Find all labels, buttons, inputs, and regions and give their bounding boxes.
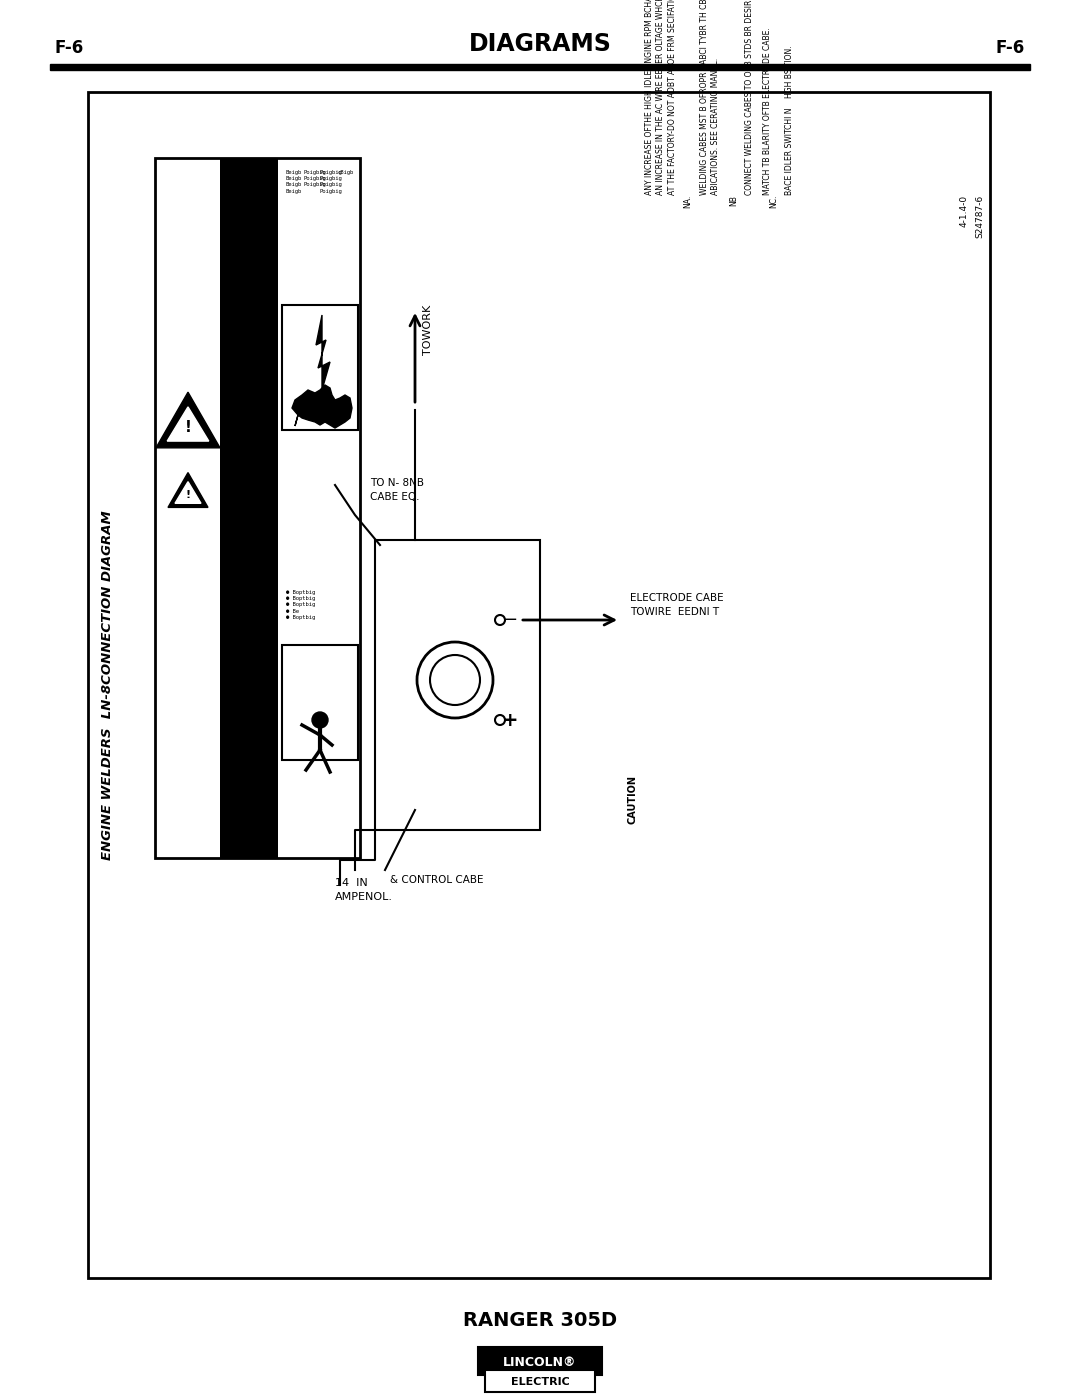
- Bar: [282, 645, 357, 760]
- Text: 14  IN
AMPENOL.: 14 IN AMPENOL.: [335, 879, 393, 901]
- Circle shape: [430, 655, 480, 705]
- Text: NC.: NC.: [769, 196, 778, 208]
- Text: ● Boptbig
● Boptbig
● Boptbig
● Be
● Boptbig: ● Boptbig ● Boptbig ● Boptbig ● Be ● Bop…: [286, 590, 315, 620]
- Text: NA.: NA.: [683, 196, 692, 208]
- Polygon shape: [175, 482, 201, 503]
- Text: S24787-6: S24787-6: [975, 196, 984, 239]
- Text: MATCH TB BLARITY OFTB ELECTRODE CABE.: MATCH TB BLARITY OFTB ELECTRODE CABE.: [762, 28, 772, 196]
- Text: F-6: F-6: [996, 39, 1025, 57]
- Text: Poigbig
Poigbig
Poigbig
Poigbig: Poigbig Poigbig Poigbig Poigbig: [320, 170, 342, 194]
- Bar: [156, 158, 360, 858]
- Text: Poigbig
Poigbig
Poigbig: Poigbig Poigbig Poigbig: [303, 170, 326, 194]
- Polygon shape: [168, 472, 208, 507]
- Circle shape: [495, 715, 505, 725]
- Text: Beigb
Beigb
Beigb
Beigb: Beigb Beigb Beigb Beigb: [286, 170, 302, 194]
- Text: & CONTROL CABE: & CONTROL CABE: [390, 875, 484, 886]
- Text: ENGINE WELDERS  LN-8CONNECTION DIAGRAM: ENGINE WELDERS LN-8CONNECTION DIAGRAM: [102, 510, 114, 859]
- Text: LINCOLN®: LINCOLN®: [503, 1356, 577, 1369]
- Bar: [50, 64, 1030, 70]
- Text: RANGER 305D: RANGER 305D: [463, 1310, 617, 1330]
- Text: +: +: [502, 711, 518, 729]
- Text: BACE IDLER SWITCHI N    HGH BSITION.: BACE IDLER SWITCHI N HGH BSITION.: [785, 45, 794, 196]
- Polygon shape: [292, 386, 352, 427]
- Text: DIAGRAMS: DIAGRAMS: [469, 32, 611, 56]
- Bar: [478, 1347, 602, 1375]
- Text: ELECTRIC: ELECTRIC: [511, 1377, 569, 1387]
- Bar: [220, 158, 278, 858]
- Text: TO N- 8NB
CABE EQ.: TO N- 8NB CABE EQ.: [370, 478, 424, 502]
- Text: !: !: [185, 420, 191, 436]
- Bar: [87, 92, 990, 1278]
- Text: ELECTRODE CABE
TOWIRE  EEDNI T: ELECTRODE CABE TOWIRE EEDNI T: [630, 594, 724, 616]
- Circle shape: [312, 712, 328, 728]
- Polygon shape: [167, 407, 208, 441]
- Text: CONNECT WELDING CABES TO OBB STDS BR DESIRED BLARI TYBSITION TH WIRE EEDER BLTME: CONNECT WELDING CABES TO OBB STDS BR DES…: [745, 0, 754, 196]
- Bar: [485, 1370, 595, 1391]
- Text: cBigb: cBigb: [337, 170, 353, 175]
- Text: ANY INCREASE OFTHE HIGH IDLE ENGINE RPM BCHANGING THE GOVERNOR SETTING OR OVERRI: ANY INCREASE OFTHE HIGH IDLE ENGINE RPM …: [645, 0, 677, 196]
- Circle shape: [417, 643, 492, 718]
- Text: ─: ─: [505, 610, 515, 629]
- Text: F-6: F-6: [55, 39, 84, 57]
- Bar: [375, 541, 540, 830]
- Text: CAUTION: CAUTION: [627, 775, 638, 824]
- Text: 4-1.4-0: 4-1.4-0: [960, 196, 969, 228]
- Polygon shape: [316, 314, 330, 390]
- Text: !: !: [186, 490, 190, 500]
- Polygon shape: [156, 393, 220, 448]
- Text: TOWORK: TOWORK: [423, 305, 433, 355]
- Circle shape: [495, 615, 505, 624]
- Text: NB: NB: [729, 196, 738, 205]
- Text: WELDING CABES MST B OFROPR CABCI TYBR TH CBRENT AND DBYCRLE OFIMMEDIATE AND IBEE: WELDING CABES MST B OFROPR CABCI TYBR TH…: [700, 0, 720, 196]
- Bar: [282, 305, 357, 430]
